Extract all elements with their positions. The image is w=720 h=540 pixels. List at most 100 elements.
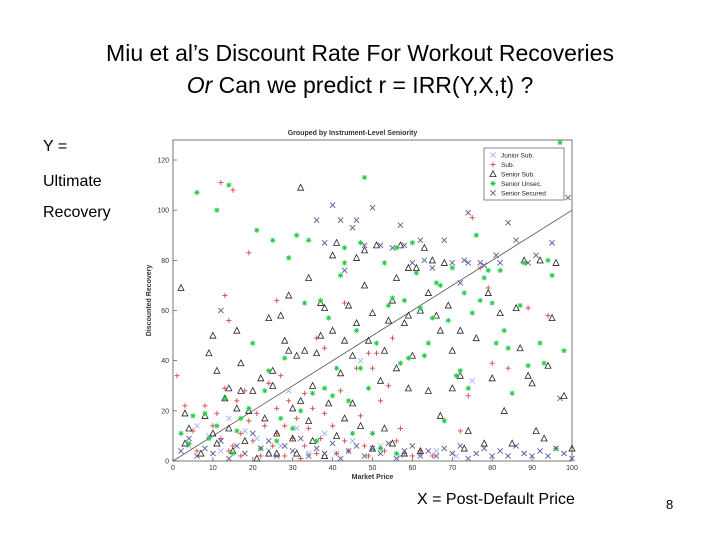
data-point	[273, 429, 281, 437]
y-tick-label: 120	[157, 158, 169, 165]
data-point	[425, 340, 431, 346]
data-point	[401, 448, 408, 454]
data-point	[485, 267, 491, 273]
data-point	[278, 373, 284, 379]
x-tick-label: 80	[488, 465, 496, 472]
data-point	[353, 443, 360, 449]
data-point	[341, 260, 348, 266]
data-point	[345, 448, 352, 454]
data-point	[266, 380, 272, 386]
data-point	[392, 364, 401, 372]
data-point	[373, 340, 380, 346]
data-point	[489, 360, 495, 366]
data-point	[305, 273, 313, 281]
data-point	[253, 454, 261, 462]
data-point	[254, 227, 260, 233]
data-point	[512, 303, 520, 311]
data-point	[289, 404, 297, 412]
data-point	[393, 455, 400, 462]
x-tick-label: 30	[289, 465, 297, 472]
data-point	[361, 242, 368, 249]
legend-marker	[490, 152, 496, 158]
data-point	[246, 418, 252, 424]
data-point	[225, 384, 233, 392]
data-point	[286, 398, 292, 404]
data-point	[206, 435, 212, 442]
data-point	[404, 384, 413, 392]
x-tick-label: 20	[249, 465, 257, 472]
data-point	[314, 438, 320, 444]
legend-label: Senior Secured	[501, 190, 546, 197]
data-point	[545, 312, 551, 319]
data-point	[254, 410, 260, 416]
data-point	[513, 237, 520, 244]
data-point	[353, 217, 360, 224]
data-point	[401, 297, 408, 304]
data-point	[241, 450, 248, 457]
data-point	[461, 290, 467, 296]
data-point	[305, 450, 312, 457]
data-point	[273, 449, 281, 457]
data-point	[336, 369, 345, 377]
data-point	[384, 316, 393, 324]
data-point	[213, 366, 221, 374]
data-point	[505, 219, 512, 226]
data-point	[209, 331, 217, 339]
data-point	[441, 418, 447, 424]
data-point	[552, 258, 560, 266]
data-point	[222, 385, 228, 391]
data-point	[249, 386, 257, 394]
data-point	[397, 360, 404, 366]
data-point	[461, 257, 468, 264]
data-point	[417, 305, 423, 311]
data-point	[385, 383, 392, 389]
data-point	[308, 381, 317, 389]
data-point	[341, 245, 348, 251]
data-point	[298, 408, 304, 414]
chart-title: Grouped by Instrument-Level Seniority	[288, 130, 418, 137]
data-point	[233, 404, 241, 412]
data-point	[282, 423, 288, 429]
data-point	[326, 315, 332, 321]
data-point	[433, 280, 439, 286]
data-point	[266, 368, 272, 374]
legend-marker	[490, 180, 496, 187]
data-point	[416, 446, 425, 454]
data-point	[508, 439, 516, 447]
data-point	[361, 453, 368, 459]
data-point	[368, 308, 377, 317]
data-point	[393, 245, 400, 251]
data-point	[269, 381, 277, 389]
data-point	[222, 292, 228, 299]
data-point	[449, 259, 456, 266]
data-point	[444, 301, 452, 309]
data-point	[449, 265, 455, 271]
data-point	[297, 183, 305, 191]
data-point	[340, 336, 349, 344]
data-point	[274, 297, 280, 304]
data-point	[237, 359, 245, 367]
data-point	[186, 435, 192, 442]
data-point	[473, 232, 479, 238]
data-point	[436, 326, 444, 334]
data-point	[246, 250, 252, 256]
data-point	[497, 448, 504, 454]
data-point	[432, 311, 440, 319]
data-point	[361, 443, 368, 449]
data-point	[218, 435, 224, 442]
data-point	[245, 406, 253, 414]
data-point	[349, 224, 356, 231]
data-point	[505, 365, 511, 371]
data-point	[242, 388, 248, 394]
data-point	[257, 374, 265, 382]
data-point	[194, 453, 200, 459]
data-point	[393, 438, 400, 444]
data-point	[429, 453, 435, 459]
data-point	[302, 390, 308, 396]
data-point	[330, 423, 336, 429]
data-point	[262, 423, 268, 429]
data-point	[456, 326, 464, 334]
data-point	[341, 267, 348, 274]
data-point	[412, 263, 421, 271]
data-point	[380, 424, 389, 432]
